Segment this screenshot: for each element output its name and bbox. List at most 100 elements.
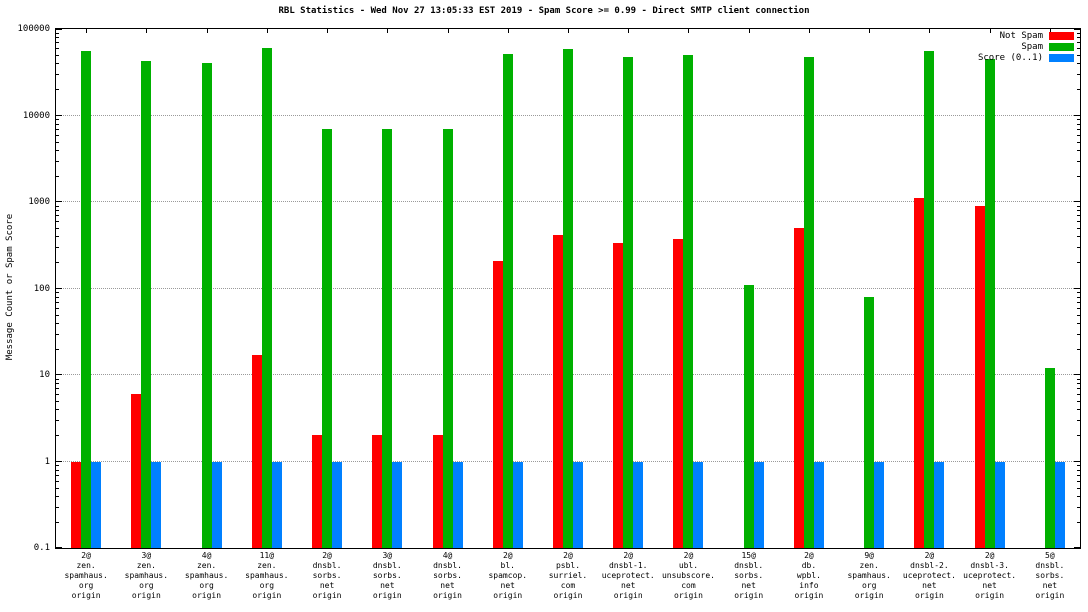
y-minor-tick: [1077, 495, 1080, 497]
x-tick-label: 9@ zen. spamhaus. org origin: [839, 551, 899, 601]
x-tick: [869, 29, 870, 33]
y-minor-tick: [56, 401, 59, 403]
bar-not-spam: [312, 435, 323, 548]
x-tick-label-line: sorbs.: [734, 571, 764, 580]
x-tick-label-line: origin: [192, 591, 222, 600]
y-minor-tick: [1077, 409, 1080, 411]
legend-entry-score-0-1: Score (0..1): [978, 52, 1074, 63]
y-minor-tick: [1077, 474, 1080, 476]
bar-spam: [563, 49, 573, 548]
bar-spam: [683, 55, 694, 548]
y-major-tick: [1074, 374, 1080, 375]
y-minor-tick: [1077, 119, 1080, 121]
x-tick-label: 4@ zen. spamhaus. org origin: [176, 551, 236, 601]
x-tick-label-line: dnsbl.: [433, 561, 462, 570]
y-minor-tick: [1077, 89, 1080, 91]
legend: Not Spam Spam Score (0..1): [978, 30, 1074, 63]
x-tick-label-line: com: [681, 581, 696, 590]
x-tick-label: 2@ dnsbl. sorbs. net origin: [297, 551, 357, 601]
y-minor-tick: [1077, 175, 1080, 177]
y-minor-tick: [1077, 487, 1080, 489]
y-minor-tick: [56, 119, 59, 121]
x-tick-label-line: dnsbl.: [312, 561, 342, 570]
y-minor-tick: [1077, 228, 1080, 230]
y-minor-tick: [56, 469, 59, 471]
y-minor-tick: [1077, 480, 1080, 482]
bar-not-spam: [251, 355, 262, 548]
bar-score-0-1: [693, 461, 704, 548]
x-tick-label-line: 2@: [322, 551, 332, 560]
y-minor-tick: [1077, 296, 1080, 298]
y-minor-tick: [1077, 378, 1080, 380]
y-minor-tick: [56, 296, 59, 298]
x-tick: [688, 29, 689, 33]
y-tick-label: 10000: [22, 110, 50, 121]
y-minor-tick: [1077, 420, 1080, 422]
x-tick-label-line: spamcop.: [488, 571, 528, 580]
x-tick-label-line: net: [380, 581, 395, 590]
y-minor-tick: [1077, 134, 1080, 136]
y-minor-tick: [56, 63, 59, 65]
x-tick-label-line: dnsbl-3.: [970, 561, 1009, 570]
x-tick-label-line: origin: [854, 591, 884, 600]
bar-score-0-1: [211, 461, 222, 548]
x-tick-label-line: zen.: [136, 561, 156, 570]
legend-entry-spam: Spam: [978, 41, 1074, 52]
y-minor-tick: [56, 48, 59, 50]
x-tick-label-line: 2@: [563, 551, 573, 560]
x-tick-label-line: 2@: [804, 551, 814, 560]
x-tick-label: 4@ dnsbl. sorbs. net origin: [417, 551, 477, 601]
x-tick-label-line: uceprotect.: [902, 571, 956, 580]
bar-not-spam: [673, 239, 684, 548]
bar-spam: [984, 59, 995, 548]
bar-score-0-1: [753, 461, 764, 548]
y-minor-tick: [1077, 32, 1080, 34]
x-tick-label: 2@ dnsbl-1. uceprotect. net origin: [598, 551, 658, 601]
x-tick-label: 5@ dnsbl. sorbs. net origin: [1020, 551, 1080, 601]
x-tick-label-line: db.: [801, 561, 817, 570]
x-tick-label-line: spamhaus.: [64, 571, 108, 580]
bar-score-0-1: [633, 461, 644, 548]
x-tick: [448, 29, 449, 33]
x-tick-label: 3@ dnsbl. sorbs. net origin: [357, 551, 417, 601]
bar-score-0-1: [994, 461, 1005, 548]
y-minor-tick: [56, 333, 59, 335]
bar-not-spam: [131, 394, 142, 548]
x-tick: [628, 29, 629, 33]
bar-spam: [864, 296, 875, 548]
x-tick-label-line: origin: [252, 591, 282, 600]
y-minor-tick: [1077, 307, 1080, 309]
y-minor-tick: [56, 175, 59, 177]
bar-score-0-1: [332, 461, 343, 548]
y-minor-tick: [1077, 48, 1080, 50]
y-minor-tick: [56, 474, 59, 476]
x-tick-label: 2@ dnsbl-3. uceprotect. net origin: [960, 551, 1020, 601]
y-major-tick: [56, 547, 62, 548]
x-tick-label-line: dnsbl.: [734, 561, 764, 570]
x-tick-label-line: sorbs.: [372, 571, 402, 580]
bar-spam: [201, 63, 212, 548]
x-tick-label-line: 9@: [864, 551, 874, 560]
y-minor-tick: [1077, 322, 1080, 324]
x-tick-label-line: 15@: [741, 551, 756, 560]
bar-not-spam: [553, 234, 563, 548]
y-minor-tick: [1077, 128, 1080, 130]
y-minor-tick: [1077, 314, 1080, 316]
x-tick-label-line: zen.: [76, 561, 96, 570]
x-tick: [990, 29, 991, 33]
x-tick-label-line: psbl.: [555, 561, 581, 570]
bar-not-spam: [613, 242, 624, 548]
bar-not-spam: [793, 228, 804, 548]
bar-score-0-1: [452, 461, 463, 548]
y-minor-tick: [56, 292, 59, 294]
y-minor-tick: [1077, 221, 1080, 223]
x-tick-label: 2@ psbl. surriel. com origin: [538, 551, 598, 601]
y-minor-tick: [56, 465, 59, 467]
x-tick-label-line: dnsbl-2.: [910, 561, 949, 570]
x-tick-label-line: 3@: [382, 551, 393, 560]
x-tick-label-line: 11@: [259, 551, 275, 560]
bar-score-0-1: [1054, 461, 1065, 548]
x-tick-label-line: origin: [734, 591, 764, 600]
x-tick-label-line: net: [922, 581, 937, 590]
